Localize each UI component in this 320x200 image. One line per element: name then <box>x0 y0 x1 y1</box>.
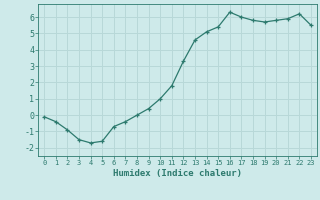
X-axis label: Humidex (Indice chaleur): Humidex (Indice chaleur) <box>113 169 242 178</box>
